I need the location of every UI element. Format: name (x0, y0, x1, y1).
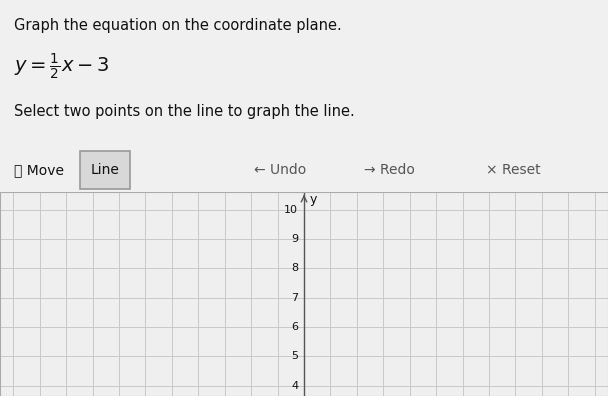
Bar (80, 151, 130, 189)
Text: 8: 8 (291, 263, 298, 273)
Text: Select two points on the line to graph the line.: Select two points on the line to graph t… (14, 104, 354, 119)
Text: 9: 9 (291, 234, 298, 244)
Text: 5: 5 (291, 351, 298, 362)
Text: Line: Line (91, 163, 119, 177)
Text: ⭢ Move: ⭢ Move (14, 163, 64, 177)
Text: 6: 6 (291, 322, 298, 332)
Text: Graph the equation on the coordinate plane.: Graph the equation on the coordinate pla… (14, 18, 342, 33)
Text: $y = \frac{1}{2}x - 3$: $y = \frac{1}{2}x - 3$ (14, 52, 109, 82)
Text: 4: 4 (291, 381, 298, 391)
Text: → Redo: → Redo (364, 163, 415, 177)
Text: × Reset: × Reset (486, 163, 541, 177)
Text: 10: 10 (284, 205, 298, 215)
Text: 7: 7 (291, 293, 298, 303)
Text: y: y (310, 194, 317, 206)
Text: ← Undo: ← Undo (254, 163, 306, 177)
